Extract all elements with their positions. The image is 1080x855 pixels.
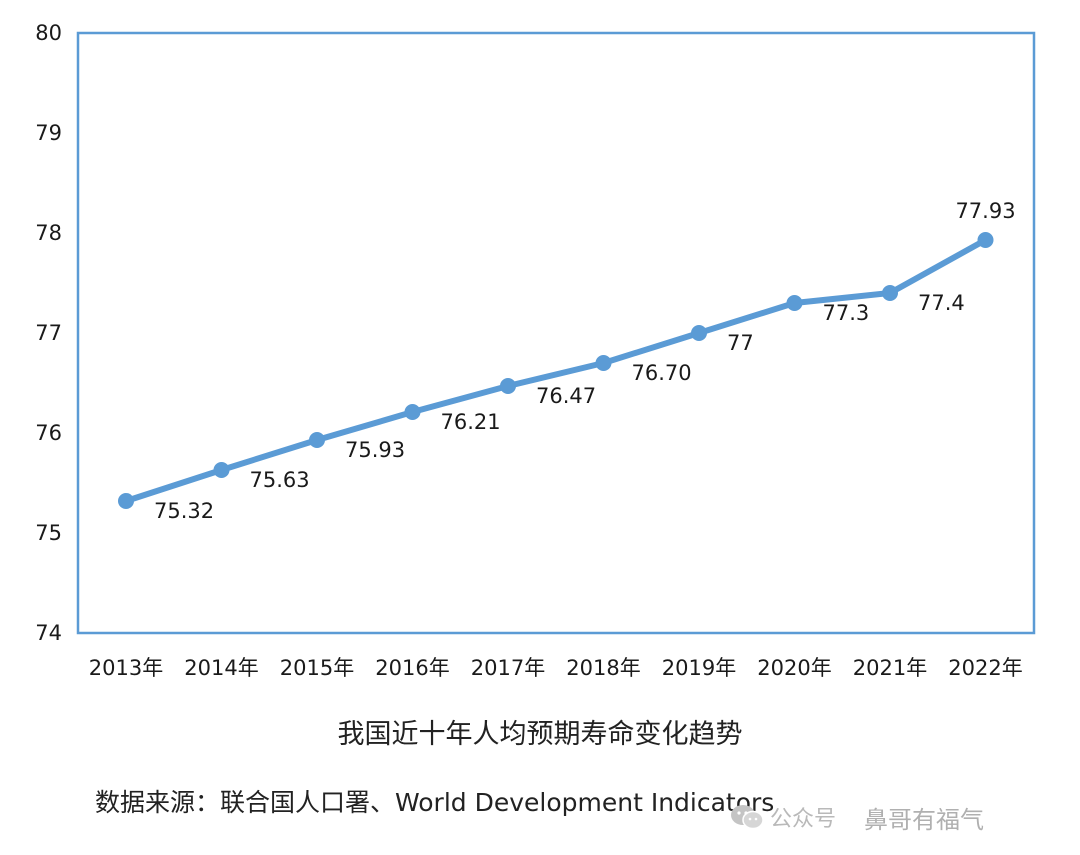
plot-frame [76, 31, 1036, 635]
data-label: 76.70 [632, 361, 692, 385]
x-tick-label: 2021年 [853, 656, 927, 680]
data-point [500, 378, 516, 394]
data-label: 75.63 [250, 468, 310, 492]
y-tick-label: 75 [35, 521, 62, 545]
watermark-name: 鼻哥有福气 [864, 805, 985, 834]
chart-title: 我国近十年人均预期寿命变化趋势 [337, 719, 743, 750]
data-point [118, 493, 134, 509]
data-label: 75.93 [345, 438, 405, 462]
wechat-icon [731, 805, 764, 830]
watermark: 公众号 鼻哥有福气 [730, 800, 984, 834]
y-tick-label: 78 [35, 221, 62, 245]
x-tick-label: 2016年 [375, 656, 449, 680]
x-tick-label: 2019年 [662, 656, 736, 680]
y-tick-label: 80 [35, 21, 62, 45]
data-point [309, 432, 325, 448]
y-tick-label: 79 [35, 121, 62, 145]
series-line [123, 237, 989, 504]
y-tick-label: 76 [35, 421, 62, 445]
x-tick-label: 2020年 [757, 656, 831, 680]
data-point [213, 462, 230, 478]
x-tick-label: 2015年 [280, 656, 354, 680]
data-point [977, 232, 994, 248]
chart-source: 数据来源：联合国人口署、World Development Indicators [95, 788, 775, 817]
data-point [786, 295, 803, 311]
x-tick-label: 2014年 [184, 656, 258, 680]
y-tick-label: 74 [35, 621, 62, 645]
data-label: 77.3 [823, 301, 870, 325]
x-tick-label: 2017年 [471, 656, 545, 680]
watermark-platform: 公众号 [770, 807, 837, 832]
data-label: 77 [727, 331, 754, 355]
x-tick-label: 2018年 [566, 656, 640, 680]
data-point [691, 325, 707, 341]
data-label: 76.47 [536, 384, 596, 408]
data-point [404, 404, 421, 420]
x-tick-label: 2013年 [89, 656, 163, 680]
data-label: 75.32 [154, 499, 214, 523]
data-point [882, 285, 898, 301]
data-label: 77.93 [955, 199, 1015, 223]
x-tick-label: 2022年 [948, 656, 1022, 680]
data-label: 77.4 [918, 291, 965, 315]
y-tick-label: 77 [35, 321, 62, 345]
data-point [595, 355, 612, 371]
data-label: 76.21 [441, 410, 501, 434]
